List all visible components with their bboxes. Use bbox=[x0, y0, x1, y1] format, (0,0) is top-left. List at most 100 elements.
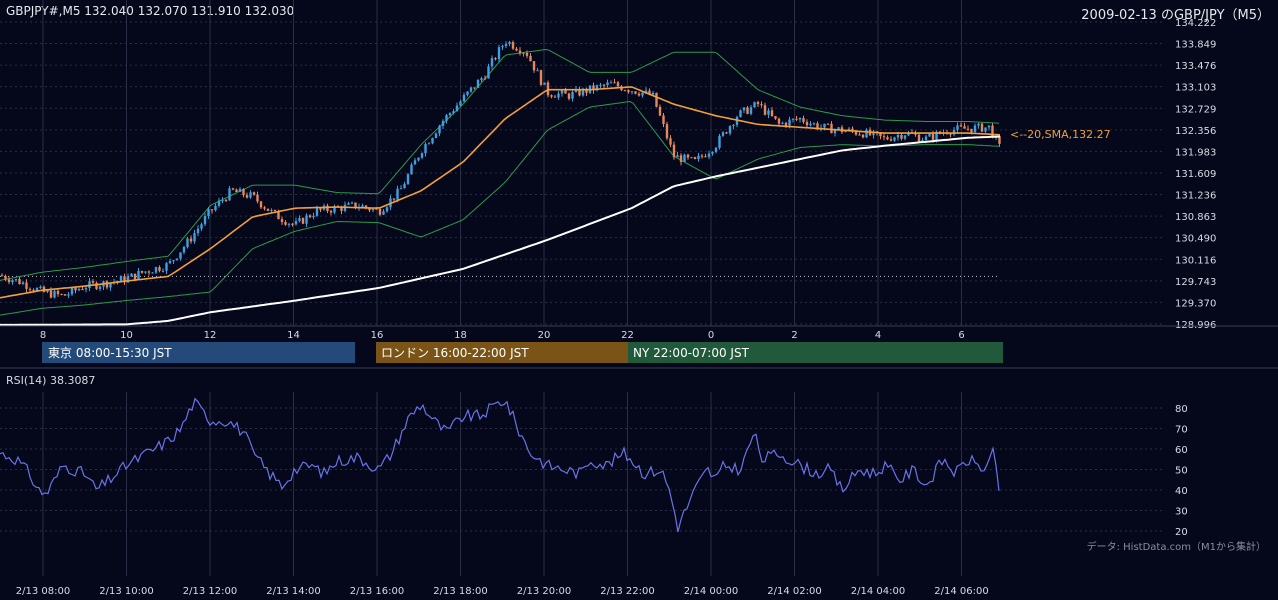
candle-body bbox=[823, 123, 826, 128]
candle-body bbox=[14, 279, 18, 281]
candle-body bbox=[592, 85, 595, 91]
candle-body bbox=[259, 201, 263, 208]
candle-body bbox=[497, 47, 501, 60]
candle-body bbox=[578, 89, 581, 96]
candle-body bbox=[109, 282, 112, 288]
candle-body bbox=[525, 52, 529, 56]
candle-body bbox=[879, 133, 882, 137]
candle-body bbox=[795, 118, 798, 120]
candle-body bbox=[25, 282, 28, 289]
candle-body bbox=[963, 126, 966, 129]
candle-body bbox=[186, 238, 189, 247]
candle-body bbox=[350, 202, 354, 204]
y-tick-label: 129.743 bbox=[1175, 277, 1216, 288]
x-tick-label: 18 bbox=[454, 330, 467, 341]
candle-body bbox=[970, 128, 973, 133]
candle-body bbox=[420, 153, 424, 158]
candle-body bbox=[599, 84, 602, 86]
candle-body bbox=[7, 279, 11, 283]
candle-body bbox=[585, 88, 588, 93]
candle-body bbox=[973, 125, 977, 133]
candle-body bbox=[858, 134, 861, 136]
session-ny-band bbox=[628, 342, 1003, 363]
candle-body bbox=[613, 82, 616, 84]
y-tick-label: 130.863 bbox=[1175, 212, 1216, 223]
candle-body bbox=[340, 207, 343, 211]
candle-body bbox=[896, 134, 900, 138]
candle-body bbox=[798, 118, 802, 120]
chart-title: 2009-02-13 のGBP/JPY（M5） bbox=[1081, 8, 1270, 23]
candle-body bbox=[742, 107, 746, 111]
session-tokyo-label: 東京 08:00-15:30 JST bbox=[48, 346, 172, 360]
candle-body bbox=[861, 134, 865, 138]
candle-body bbox=[60, 294, 63, 296]
candle-body bbox=[434, 133, 438, 138]
sma200-line bbox=[0, 135, 1001, 326]
rsi-y-tick-label: 50 bbox=[1175, 466, 1188, 477]
candle-body bbox=[210, 209, 214, 211]
candle-body bbox=[753, 102, 756, 108]
candle-body bbox=[312, 215, 315, 218]
candle-body bbox=[98, 286, 102, 289]
rsi-x-tick-label: 2/13 22:00 bbox=[600, 586, 654, 597]
candle-body bbox=[662, 115, 665, 125]
x-tick-label: 0 bbox=[708, 330, 714, 341]
candle-body bbox=[238, 188, 242, 192]
header-symbol-ohlc: GBPJPY#,M5 132.040 132.070 131.910 132.0… bbox=[6, 4, 295, 18]
candle-body bbox=[987, 125, 991, 128]
candle-body bbox=[487, 66, 490, 79]
candle-body bbox=[977, 123, 980, 126]
candle-body bbox=[760, 104, 763, 106]
candle-body bbox=[329, 210, 333, 213]
candle-body bbox=[546, 82, 550, 96]
rsi-x-tick-label: 2/14 06:00 bbox=[934, 586, 988, 597]
candle-body bbox=[809, 123, 812, 126]
candle-body bbox=[980, 123, 984, 132]
candle-body bbox=[756, 102, 760, 105]
candle-body bbox=[784, 122, 788, 126]
candle-body bbox=[452, 111, 455, 114]
candle-body bbox=[854, 131, 858, 135]
candle-body bbox=[574, 89, 578, 92]
candle-body bbox=[459, 101, 462, 106]
candle-body bbox=[123, 276, 126, 283]
candle-body bbox=[651, 92, 655, 95]
candle-body bbox=[700, 155, 704, 157]
candle-body bbox=[77, 289, 81, 291]
candle-body bbox=[424, 144, 427, 154]
candle-body bbox=[490, 58, 494, 67]
candle-body bbox=[231, 188, 235, 190]
rsi-x-tick-label: 2/13 08:00 bbox=[16, 586, 70, 597]
candle-body bbox=[648, 90, 651, 95]
rsi-y-tick-label: 60 bbox=[1175, 445, 1188, 456]
candle-body bbox=[914, 133, 917, 135]
candle-body bbox=[4, 275, 7, 280]
candle-body bbox=[221, 200, 224, 202]
candle-body bbox=[347, 203, 350, 205]
candle-body bbox=[763, 105, 767, 115]
candle-body bbox=[683, 154, 686, 162]
candle-body bbox=[872, 131, 875, 136]
candle-body bbox=[851, 128, 854, 132]
session-london-label: ロンドン 16:00-22:00 JST bbox=[381, 346, 529, 360]
candles bbox=[0, 40, 1001, 299]
candle-body bbox=[326, 205, 329, 211]
candle-body bbox=[273, 209, 277, 211]
candle-body bbox=[137, 270, 140, 280]
candle-body bbox=[959, 125, 963, 127]
candle-body bbox=[228, 188, 231, 201]
candle-body bbox=[676, 155, 679, 158]
candle-body bbox=[956, 125, 959, 130]
candle-body bbox=[301, 218, 305, 224]
candle-body bbox=[182, 246, 186, 253]
candle-body bbox=[704, 156, 707, 158]
candle-body bbox=[833, 129, 837, 134]
candle-body bbox=[0, 275, 4, 277]
candle-body bbox=[826, 123, 830, 125]
candle-body bbox=[889, 139, 893, 141]
candle-body bbox=[637, 93, 641, 96]
candle-body bbox=[697, 155, 700, 159]
session-ny-label: NY 22:00-07:00 JST bbox=[633, 346, 750, 360]
candle-body bbox=[249, 192, 252, 198]
